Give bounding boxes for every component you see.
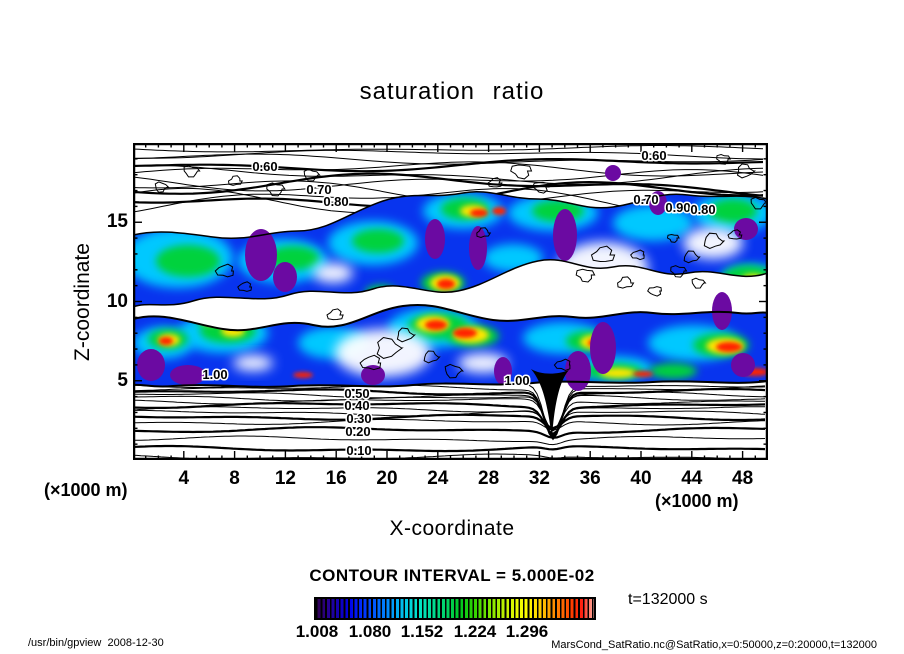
svg-text:0.70: 0.70 <box>633 192 658 207</box>
chart-title: saturation ratio <box>359 78 545 105</box>
contour-interval-text: CONTOUR INTERVAL = 5.000E-02 <box>309 566 595 585</box>
svg-text:0.80: 0.80 <box>690 202 715 217</box>
y-tick-label: 10 <box>106 290 128 312</box>
svg-text:0.60: 0.60 <box>252 159 277 174</box>
x-tick-label: 8 <box>229 468 240 489</box>
x-tick-label: 20 <box>376 468 398 489</box>
colorbar-value-label: 1.296 <box>505 622 549 641</box>
x-tick-label: 4 <box>178 468 190 489</box>
contour-plot-area: 0.60 0.60 0.70 0.80 0.70 0.90 0.80 1.00 1.00 0.50… <box>133 143 768 460</box>
svg-text:0.30: 0.30 <box>346 411 371 426</box>
x-tick-label: 24 <box>427 468 449 489</box>
colorbar-value-label: 1.080 <box>348 622 392 641</box>
svg-text:0.50: 0.50 <box>344 386 369 401</box>
x-tick-label: 28 <box>478 468 500 489</box>
svg-text:0.80: 0.80 <box>323 194 348 209</box>
x-axis-label: X-coordinate <box>389 517 515 540</box>
contour-field-canvas: 0.600.600.700.80 0.700.90 0.801.00 1.000.50… <box>133 143 768 460</box>
svg-text:1.00: 1.00 <box>202 367 227 382</box>
time-label: t=132000 s <box>628 591 708 608</box>
svg-text:0.90: 0.90 <box>665 200 690 215</box>
x-tick-label: 12 <box>274 468 296 489</box>
x-tick-label: 40 <box>630 468 652 489</box>
x-tick-label: 44 <box>681 468 703 489</box>
colorbar-value-label: 1.152 <box>400 622 444 641</box>
x-tick-label: 16 <box>325 468 347 489</box>
footer-command-text: /usr/bin/gpview 2008-12-30 <box>28 637 164 649</box>
x-unit-label-left: (×1000 m) <box>44 480 128 500</box>
svg-text:1.00: 1.00 <box>504 373 529 388</box>
colorbar-stripes <box>316 599 594 618</box>
y-tick-label: 5 <box>117 369 128 391</box>
x-tick-label: 48 <box>732 468 754 489</box>
colorbar <box>314 597 596 620</box>
svg-text:0.10: 0.10 <box>346 443 371 458</box>
colorbar-value-label: 1.224 <box>453 622 497 641</box>
x-tick-label: 36 <box>579 468 601 489</box>
colorbar-value-label: 1.008 <box>295 622 339 641</box>
svg-text:0.70: 0.70 <box>306 182 331 197</box>
svg-text:0.40: 0.40 <box>344 398 369 413</box>
footer-datasource-text: MarsCond_SatRatio.nc@SatRatio,x=0:50000,… <box>551 639 877 651</box>
y-tick-label: 15 <box>106 211 128 233</box>
svg-text:0.60: 0.60 <box>641 148 666 163</box>
x-tick-label: 32 <box>528 468 550 489</box>
x-unit-label-right: (×1000 m) <box>655 491 739 511</box>
svg-text:0.20: 0.20 <box>345 424 370 439</box>
